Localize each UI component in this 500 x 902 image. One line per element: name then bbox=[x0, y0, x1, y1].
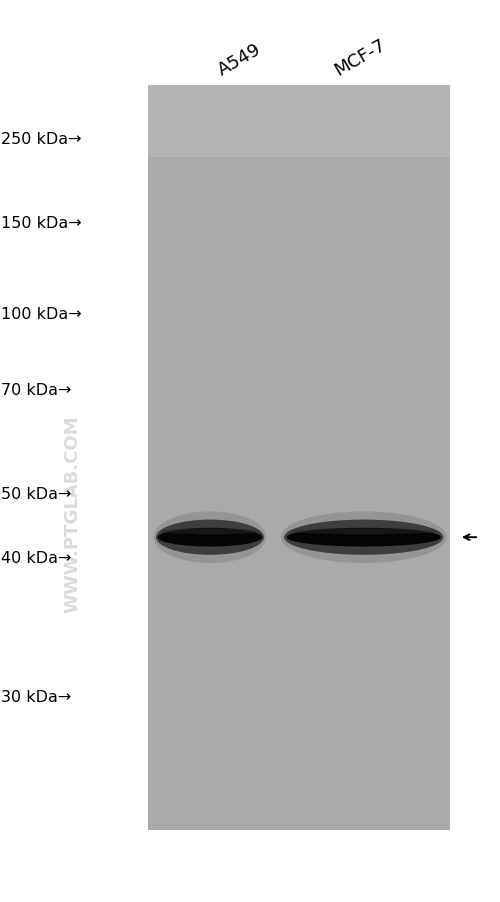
Text: 40 kDa→: 40 kDa→ bbox=[1, 550, 72, 565]
Ellipse shape bbox=[284, 520, 444, 555]
Text: 250 kDa→: 250 kDa→ bbox=[1, 133, 82, 147]
Ellipse shape bbox=[286, 529, 441, 547]
Bar bbox=[148, 86, 450, 158]
Text: 150 kDa→: 150 kDa→ bbox=[1, 216, 82, 231]
Text: MCF-7: MCF-7 bbox=[331, 36, 389, 79]
Text: WWW.PTGLAB.COM: WWW.PTGLAB.COM bbox=[64, 416, 82, 612]
Text: A549: A549 bbox=[215, 41, 265, 79]
Text: 100 kDa→: 100 kDa→ bbox=[1, 307, 82, 321]
Text: 50 kDa→: 50 kDa→ bbox=[1, 487, 72, 502]
Text: 30 kDa→: 30 kDa→ bbox=[1, 689, 72, 704]
Ellipse shape bbox=[156, 520, 264, 555]
Bar bbox=[148, 86, 450, 830]
Text: 70 kDa→: 70 kDa→ bbox=[1, 382, 72, 397]
Ellipse shape bbox=[281, 511, 446, 564]
Ellipse shape bbox=[160, 529, 260, 535]
Ellipse shape bbox=[158, 529, 262, 547]
Ellipse shape bbox=[290, 529, 437, 535]
Ellipse shape bbox=[154, 511, 266, 564]
